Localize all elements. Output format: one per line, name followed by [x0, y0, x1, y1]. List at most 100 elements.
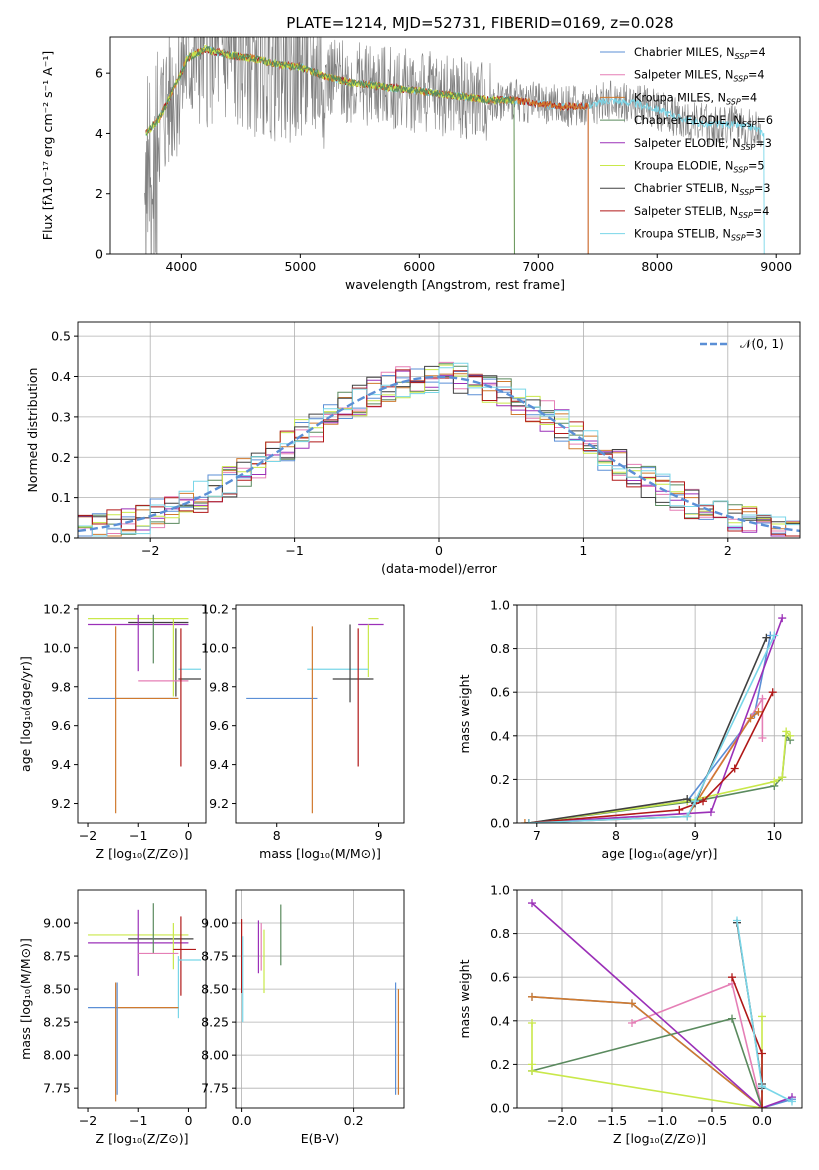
series-line	[528, 637, 768, 823]
x-tick-label: 0	[184, 828, 192, 843]
axes-frame	[235, 604, 405, 824]
x-tick-label: 9	[691, 828, 699, 843]
legend-count: =3	[755, 137, 772, 150]
y-tick-label: 0.2	[490, 772, 510, 787]
series-point	[733, 916, 741, 925]
x-tick-label: 8000	[641, 259, 673, 274]
x-tick-label: −2.0	[547, 1113, 577, 1128]
y-axis-label: Flux [fλ10⁻¹⁷ erg cm⁻² s⁻¹ A⁻¹]	[40, 51, 55, 240]
legend-subscript: SSP	[741, 143, 756, 152]
y-tick-label: 0	[95, 247, 103, 262]
histogram	[78, 362, 800, 537]
legend-label: Kroupa STELIB, N	[634, 228, 731, 241]
y-tick-label: 8.25	[43, 1015, 71, 1030]
series-point	[699, 797, 708, 806]
legend-label: Kroupa ELODIE, N	[634, 160, 733, 173]
series-point	[758, 1012, 766, 1021]
y-tick-label: 4	[95, 126, 103, 141]
series-point	[788, 1097, 796, 1106]
legend-entry: Chabrier STELIB, NSSP=3	[634, 182, 771, 197]
y-tick-label: 8.50	[43, 982, 71, 997]
series-point	[754, 707, 763, 716]
panel-age_vs_Z: −2 −1 0 9.2 9.4 9.6 9.8 10.0 10.2 Z [log₁₀(Z/Z⊙)]…	[18, 601, 207, 861]
legend-count: =4	[748, 69, 765, 82]
gaussian-curve	[78, 375, 800, 533]
panel-spectrum: PLATE=1214, MJD=52731, FIBERID=0169, z=0…	[40, 14, 801, 292]
legend-subscript: SSP	[733, 166, 748, 175]
plot-area	[78, 361, 800, 537]
legend-count: =4	[753, 205, 770, 218]
series-point	[628, 1018, 636, 1027]
x-tick-label: 4000	[165, 259, 197, 274]
x-axis-label: age [log₁₀(age/yr)]	[602, 846, 718, 861]
y-tick-label: 9.8	[209, 679, 229, 694]
x-tick-label: 0.0	[752, 1113, 772, 1128]
series-point	[758, 694, 767, 703]
y-tick-label: 9.00	[201, 916, 229, 931]
axes-frame	[77, 604, 207, 824]
plot-area	[246, 618, 384, 814]
x-tick-label: −1.5	[597, 1113, 627, 1128]
axes-frame	[77, 889, 207, 1109]
legend-count: =5	[748, 160, 765, 173]
axes-frame	[516, 889, 803, 1109]
x-tick-label: 8	[612, 828, 620, 843]
y-tick-label: 8.50	[201, 982, 229, 997]
legend-subscript: SSP	[739, 188, 754, 197]
series-point	[770, 777, 779, 786]
legend-count: =3	[754, 182, 771, 195]
y-tick-label: 1.0	[490, 598, 510, 613]
series-point	[691, 797, 700, 806]
x-tick-label: 0.2	[344, 1113, 364, 1128]
y-tick-label: 0.6	[490, 685, 510, 700]
x-tick-label: 5000	[284, 259, 316, 274]
legend-label: Kroupa MILES, N	[634, 91, 726, 104]
panel-age_vs_mass: 8 9 9.2 9.4 9.6 9.8 10.0 10.2 mass [log₁₀(M/M⊙)]	[201, 601, 405, 861]
y-tick-label: 1.0	[490, 883, 510, 898]
legend-label: Chabrier STELIB, N	[634, 182, 739, 195]
series-point	[628, 999, 636, 1008]
x-tick-label: 8	[273, 828, 281, 843]
series-line	[528, 729, 791, 823]
series-point	[528, 1066, 536, 1075]
y-tick-label: 9.2	[51, 796, 71, 811]
series-point	[528, 992, 536, 1001]
y-tick-label: 8.00	[201, 1048, 229, 1063]
y-tick-label: 10.0	[201, 640, 229, 655]
y-tick-label: 0.2	[490, 1057, 510, 1072]
series-point	[770, 631, 779, 640]
series-point	[746, 714, 755, 723]
x-axis-label: wavelength [Angstrom, rest frame]	[345, 277, 565, 292]
y-tick-label: 9.6	[51, 718, 71, 733]
series-line	[528, 635, 776, 823]
plot-area	[88, 614, 201, 814]
x-tick-label: 7	[533, 828, 541, 843]
series-line	[531, 902, 793, 1108]
series-point	[524, 819, 533, 823]
y-tick-label: 0.4	[490, 1013, 510, 1028]
y-tick-label: 0.0	[490, 816, 510, 831]
x-axis-label: mass [log₁₀(M/M⊙)]	[259, 846, 381, 861]
y-tick-label: 8.00	[43, 1048, 71, 1063]
x-tick-label: 0	[184, 1113, 192, 1128]
legend-count: =3	[746, 228, 763, 241]
plot-area	[528, 899, 796, 1108]
legend-label: Salpeter ELODIE, N	[634, 137, 741, 150]
axes-frame	[235, 889, 405, 1109]
legend-entry: Salpeter ELODIE, NSSP=3	[634, 137, 772, 152]
series-point	[786, 731, 795, 740]
model-spectrum	[145, 44, 515, 254]
series-point	[758, 1104, 766, 1108]
series-point	[728, 1014, 736, 1023]
x-tick-label: 9000	[760, 259, 792, 274]
y-tick-label: 8.25	[201, 1015, 229, 1030]
x-tick-label: −2	[141, 543, 159, 558]
legend-entry: Kroupa ELODIE, NSSP=5	[634, 160, 765, 175]
y-tick-label: 0.8	[490, 641, 510, 656]
legend-count: =4	[741, 91, 758, 104]
y-axis-label: Normed distribution	[25, 368, 40, 493]
legend-label: Salpeter STELIB, N	[634, 205, 738, 218]
legend-subscript: SSP	[738, 211, 753, 220]
